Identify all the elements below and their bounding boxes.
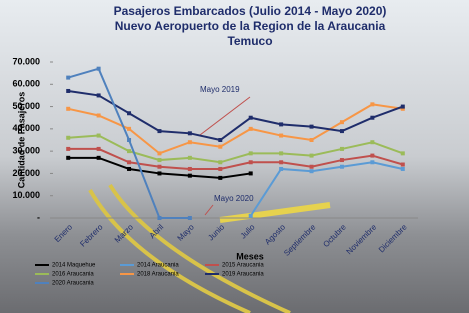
point	[401, 105, 405, 109]
point	[97, 147, 101, 151]
point	[249, 171, 253, 175]
point	[218, 145, 222, 149]
y-tick-label: 50.000	[12, 101, 40, 111]
point	[66, 147, 70, 151]
point	[340, 165, 344, 169]
legend-label: 2015 Araucania	[222, 263, 264, 269]
point	[310, 165, 314, 169]
legend-label: 2016 Araucania	[52, 272, 94, 278]
legend-label: 2018 Araucania	[137, 272, 179, 278]
point	[157, 129, 161, 133]
point	[310, 154, 314, 158]
point	[97, 156, 101, 160]
point	[249, 214, 253, 218]
y-tick-label: 40.000	[12, 123, 40, 133]
point	[97, 113, 101, 117]
point	[310, 125, 314, 129]
point	[279, 167, 283, 171]
point	[340, 120, 344, 124]
point	[279, 122, 283, 126]
y-tick-label: -	[37, 212, 40, 222]
point	[127, 138, 131, 142]
y-tick-label: 20.000	[12, 168, 40, 178]
point	[188, 167, 192, 171]
point	[249, 116, 253, 120]
point	[310, 138, 314, 142]
legend-label: 2014 Maquehue	[52, 263, 96, 269]
point	[66, 89, 70, 93]
point	[188, 131, 192, 135]
point	[127, 127, 131, 131]
legend-label: 2014 Araucania	[137, 263, 179, 269]
point	[279, 151, 283, 155]
point	[127, 167, 131, 171]
point	[218, 176, 222, 180]
point	[157, 165, 161, 169]
point	[218, 167, 222, 171]
chart-title: Pasajeros Embarcados (Julio 2014 - Mayo …	[114, 4, 387, 18]
point	[310, 169, 314, 173]
point	[279, 134, 283, 138]
point	[188, 140, 192, 144]
point	[188, 174, 192, 178]
point	[218, 160, 222, 164]
point	[127, 111, 131, 115]
legend-label: 2019 Araucania	[222, 272, 264, 278]
point	[218, 138, 222, 142]
chart: Pasajeros Embarcados (Julio 2014 - Mayo …	[0, 0, 469, 313]
y-tick-label: 10.000	[12, 190, 40, 200]
point	[340, 147, 344, 151]
point	[66, 76, 70, 80]
y-tick-label: 60.000	[12, 79, 40, 89]
annotation: Mayo 2020	[214, 194, 254, 203]
point	[127, 160, 131, 164]
legend-label: 2020 Araucania	[52, 281, 94, 287]
point	[97, 67, 101, 71]
point	[97, 134, 101, 138]
point	[249, 151, 253, 155]
point	[401, 167, 405, 171]
point	[188, 216, 192, 220]
point	[66, 156, 70, 160]
point	[157, 171, 161, 175]
point	[340, 129, 344, 133]
point	[279, 160, 283, 164]
y-tick-label: 30.000	[12, 146, 40, 156]
point	[66, 136, 70, 140]
point	[127, 149, 131, 153]
point	[370, 102, 374, 106]
point	[249, 127, 253, 131]
point	[370, 116, 374, 120]
point	[157, 158, 161, 162]
x-axis-title: Meses	[236, 251, 264, 261]
point	[340, 158, 344, 162]
chart-title: Temuco	[227, 34, 272, 48]
point	[97, 93, 101, 97]
annotation: Mayo 2019	[200, 85, 240, 94]
y-tick-label: 70.000	[12, 56, 40, 66]
point	[157, 216, 161, 220]
point	[249, 160, 253, 164]
point	[401, 151, 405, 155]
point	[401, 163, 405, 167]
point	[370, 160, 374, 164]
point	[370, 140, 374, 144]
point	[370, 154, 374, 158]
chart-title: Nuevo Aeropuerto de la Region de la Arau…	[115, 19, 386, 33]
point	[188, 156, 192, 160]
point	[157, 151, 161, 155]
point	[66, 107, 70, 111]
